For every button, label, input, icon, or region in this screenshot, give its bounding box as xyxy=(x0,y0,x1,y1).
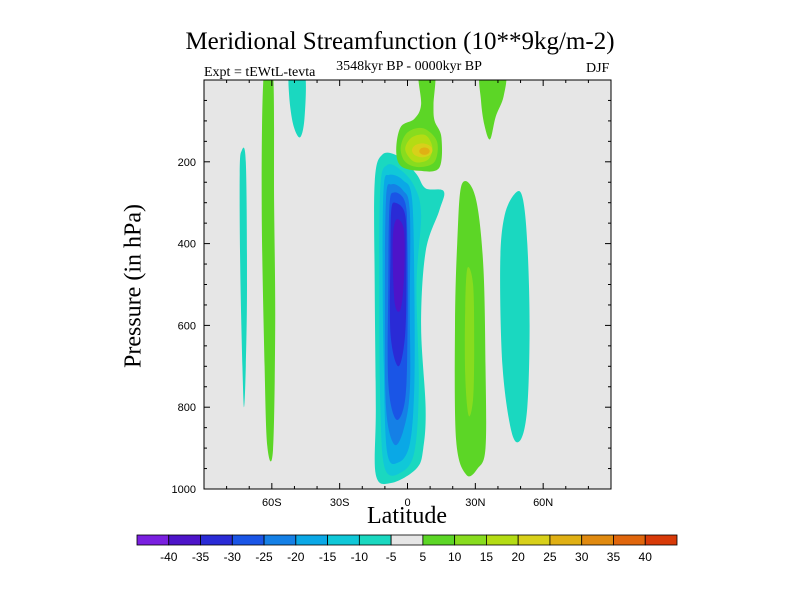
colorbar-box xyxy=(644,534,678,546)
contour-upper-north-positive xyxy=(479,80,507,140)
colorbar-box xyxy=(168,534,201,546)
contour-south-positive-column xyxy=(261,80,276,462)
x-axis-label: Latitude xyxy=(367,503,447,529)
colorbar-label: -30 xyxy=(224,550,242,564)
colorbar-box xyxy=(231,534,265,546)
y-axis-label: Pressure (in hPa) xyxy=(120,204,147,368)
contour-tropical-negative-35 xyxy=(392,219,405,312)
colorbar-box xyxy=(390,534,424,546)
season-annotation: DJF xyxy=(586,61,610,76)
contour-north-negative xyxy=(500,190,530,443)
y-tick-label: 800 xyxy=(178,402,196,414)
x-tick-label: 60S xyxy=(262,497,282,509)
colorbar-box xyxy=(517,534,551,546)
y-tick-label: 200 xyxy=(178,157,196,169)
colorbar-box xyxy=(136,534,170,546)
x-tick-label: 30N xyxy=(465,497,485,509)
colorbar-label: 15 xyxy=(480,550,494,564)
colorbar-box xyxy=(327,534,360,546)
colorbar-box xyxy=(581,534,614,546)
y-tick-label: 400 xyxy=(178,239,196,251)
colorbar-box xyxy=(486,534,519,546)
x-tick-label: 0 xyxy=(404,497,410,509)
colorbar-box xyxy=(549,534,583,546)
colorbar-label: 10 xyxy=(448,550,462,564)
colorbar-box xyxy=(358,534,392,546)
contour-field xyxy=(239,80,530,485)
contour-upper-tropical-positive-25 xyxy=(419,147,430,155)
x-tick-label: 30S xyxy=(330,497,350,509)
chart-title: Meridional Streamfunction (10**9kg/m-2) xyxy=(185,28,615,55)
colorbar-box xyxy=(422,534,456,546)
colorbar-label: -25 xyxy=(255,550,273,564)
colorbar-label: -5 xyxy=(386,550,397,564)
colorbar-label: -35 xyxy=(192,550,210,564)
y-tick-label: 1000 xyxy=(172,484,196,496)
colorbar-label: 25 xyxy=(543,550,557,564)
colorbar-label: 5 xyxy=(420,550,427,564)
colorbar-label: -40 xyxy=(160,550,178,564)
colorbar-label: -10 xyxy=(351,550,369,564)
colorbar-box xyxy=(295,534,328,546)
colorbar-label: 40 xyxy=(639,550,653,564)
colorbar-box xyxy=(263,534,297,546)
contour-antarctic-negative xyxy=(239,147,247,408)
contour-upper-south-negative xyxy=(288,80,306,138)
colorbar-label: 30 xyxy=(575,550,589,564)
period-annotation: 3548kyr BP - 0000kyr BP xyxy=(336,59,482,74)
colorbar-box xyxy=(454,534,487,546)
colorbar-label: 20 xyxy=(511,550,525,564)
x-tick-label: 60N xyxy=(533,497,553,509)
contour-north-positive-10b xyxy=(467,325,473,383)
colorbar-label: 35 xyxy=(607,550,621,564)
colorbar-label: -20 xyxy=(287,550,305,564)
y-tick-label: 600 xyxy=(178,320,196,332)
colorbar-box xyxy=(613,534,646,546)
colorbar-label: -15 xyxy=(319,550,337,564)
experiment-annotation: Expt = tEWtL-tevta xyxy=(204,65,316,80)
colorbar-box xyxy=(200,534,233,546)
